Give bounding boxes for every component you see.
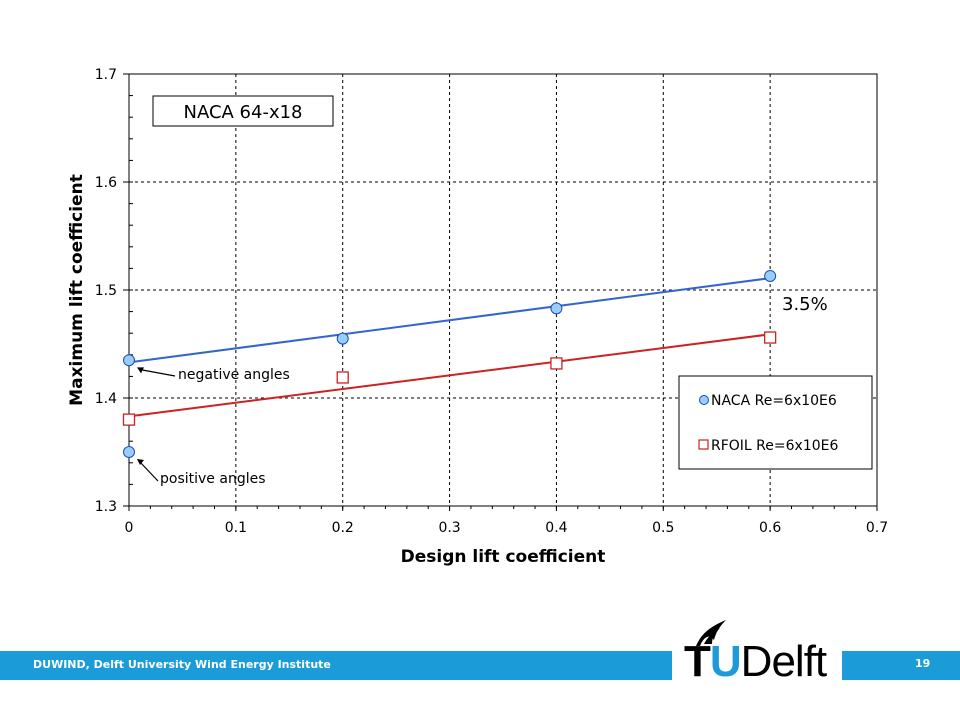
y-tick-label: 1.6 (95, 175, 117, 191)
x-tick-label: 0.5 (652, 520, 674, 536)
negative-angles-arrowhead (137, 367, 144, 374)
trend-lines (128, 277, 771, 418)
annotations: negative angles positive angles 3.5% (137, 294, 828, 487)
chart-title-box: NACA 64-x18 (152, 95, 334, 127)
negative-angles-label: negative angles (178, 367, 290, 383)
y-tick-label: 1.7 (95, 67, 117, 83)
trend-line-naca (128, 277, 771, 364)
naca-point (336, 332, 349, 345)
x-tick-label: 0.6 (759, 520, 781, 536)
rfoil-point (336, 371, 349, 384)
positive-angles-arrowhead (137, 459, 144, 465)
chart-title: NACA 64-x18 (183, 102, 302, 123)
positive-angles-label: positive angles (160, 471, 266, 487)
x-tick-label: 0.1 (225, 520, 247, 536)
x-tick-label: 0.4 (545, 520, 567, 536)
y-axis-title: Maximum lift coefficient (67, 174, 87, 406)
logo-u: U (709, 637, 742, 686)
axes: 0 0.1 0.2 0.3 0.4 0.5 0.6 0.7 1.3 1.4 1.5 1.6 1.7 (95, 67, 888, 536)
percent-label: 3.5% (782, 294, 828, 315)
data-markers (122, 269, 777, 458)
legend-marker-rfoil (698, 439, 709, 450)
x-tick-label: 0 (125, 520, 134, 536)
logo-delft: Delft (740, 637, 827, 686)
rfoil-point (550, 357, 563, 370)
naca-point (550, 302, 563, 315)
legend-marker-naca (699, 395, 709, 405)
y-tick-label: 1.3 (95, 499, 117, 515)
x-tick-label: 0.2 (332, 520, 354, 536)
page-number: 19 (915, 657, 931, 670)
naca-point (123, 354, 135, 367)
rfoil-point (763, 331, 777, 344)
positive-angles-arrow (138, 460, 159, 482)
y-tick-label: 1.4 (95, 391, 117, 407)
naca-point (764, 269, 777, 282)
legend-label-rfoil: RFOIL Re=6x10E6 (711, 438, 838, 454)
logo-t: T (684, 637, 711, 686)
footer-institute: DUWIND, Delft University Wind Energy Ins… (33, 658, 331, 671)
y-tick-label: 1.5 (95, 283, 117, 299)
legend: NACA Re=6x10E6 RFOIL Re=6x10E6 (678, 375, 873, 470)
tu-delft-logo-text: TUDelft (684, 637, 827, 686)
x-axis-title: Design lift coefficient (401, 547, 606, 567)
x-tick-label: 0.3 (438, 520, 460, 536)
rfoil-point (122, 413, 136, 426)
tu-delft-logo (672, 620, 842, 686)
flame-icon (696, 620, 726, 646)
legend-label-naca: NACA Re=6x10E6 (711, 393, 837, 409)
chart: 0 0.1 0.2 0.3 0.4 0.5 0.6 0.7 1.3 1.4 1.5 1.6 1.7 ne… (67, 67, 888, 567)
trend-line-rfoil (128, 333, 771, 418)
negative-angles-arrow (138, 368, 176, 377)
x-tick-label: 0.7 (866, 520, 888, 536)
naca-point (123, 446, 135, 458)
